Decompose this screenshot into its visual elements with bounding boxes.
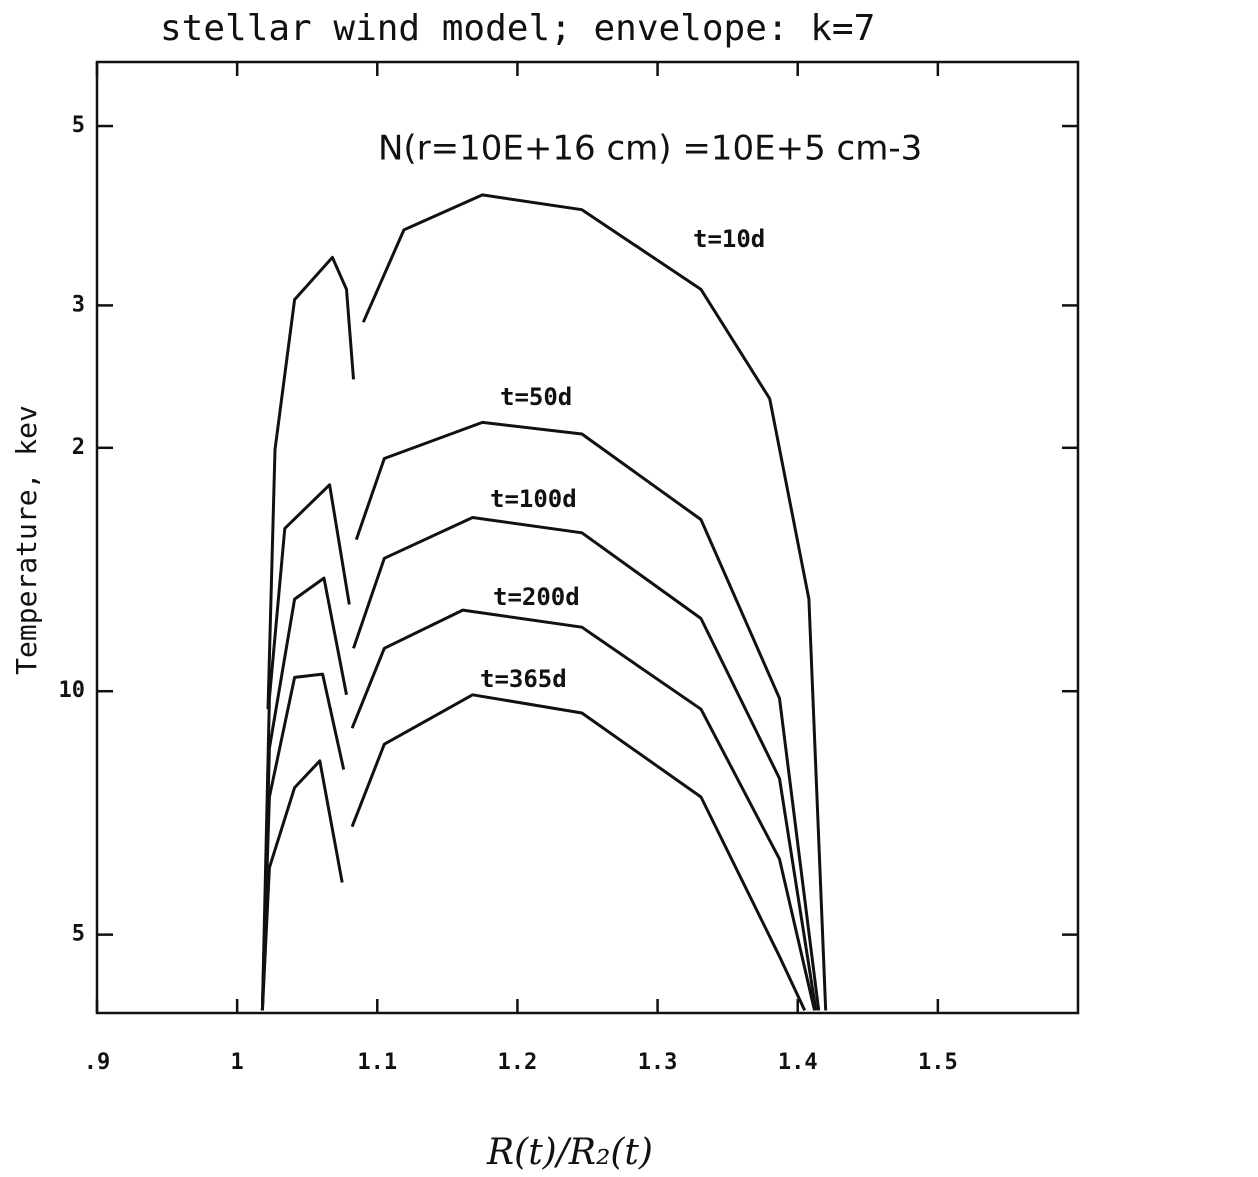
x-tick-label: 1.3 [638,1050,678,1075]
curve [266,193,828,1011]
y-tick-label: 10 [59,678,86,703]
x-tick-label: 1.5 [918,1050,958,1075]
series-label: t=10d [693,225,765,253]
chart-title: stellar wind model; envelope: k=7 [160,8,875,49]
y-tick-label: 5 [72,113,85,138]
y-tick-label: 3 [72,292,85,317]
series-label: t=50d [500,383,572,411]
curve [260,608,816,1011]
x-tick-label: 1.4 [778,1050,818,1075]
x-tick-label: 1.1 [357,1050,397,1075]
x-tick-label: 1 [231,1050,244,1075]
series-label: t=100d [490,485,577,513]
x-tick-label: 1.2 [498,1050,538,1075]
series-label: t=365d [480,665,567,693]
x-axis-label: R(t)/R₂(t) [486,1132,653,1173]
y-tick-label: 2 [72,435,85,460]
annotation: N(r=10E+16 cm) =10E+5 cm-3 [378,129,922,169]
y-tick-label: 5 [72,922,85,947]
series-label: t=200d [493,583,580,611]
x-tick-label: .9 [84,1050,111,1075]
curve [260,693,807,1012]
y-axis-label: Temperature, kev [10,405,43,675]
plot-frame [95,60,1080,1015]
